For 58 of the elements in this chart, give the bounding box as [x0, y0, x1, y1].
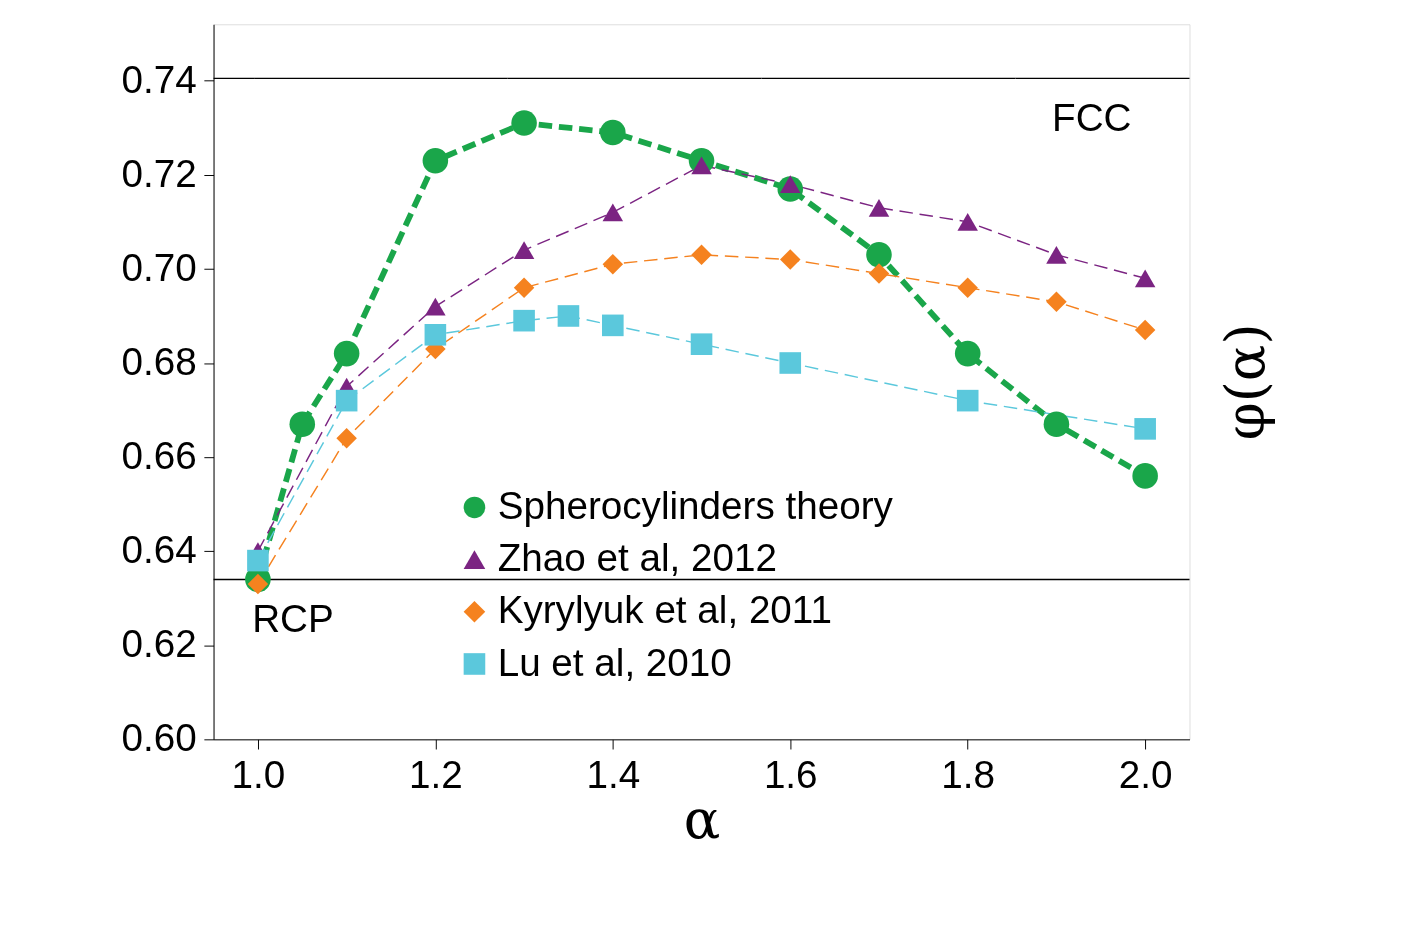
point: [513, 309, 535, 332]
point: [957, 213, 978, 231]
point: [868, 263, 890, 284]
legend-label: Kyrylyuk et al, 2011: [497, 588, 832, 632]
point: [422, 147, 449, 174]
point: [1134, 319, 1156, 341]
x-tick-label: 1.8: [941, 753, 996, 797]
point: [600, 119, 626, 146]
point: [602, 314, 624, 337]
point: [513, 277, 535, 298]
point: [513, 241, 535, 259]
y-tick-label: 0.68: [121, 340, 197, 384]
ref-line-label: RCP: [252, 596, 334, 640]
y-tick-label: 0.70: [121, 245, 197, 289]
point: [335, 389, 358, 412]
x-tick-label: 1.6: [763, 753, 818, 797]
point: [690, 333, 713, 355]
point: [336, 428, 357, 449]
point: [1132, 463, 1158, 489]
point: [1134, 418, 1156, 440]
y-tick-label: 0.62: [121, 622, 197, 666]
point: [780, 249, 801, 270]
point: [957, 277, 978, 298]
x-tick-label: 2.0: [1118, 753, 1173, 797]
y-tick-label: 0.74: [121, 57, 197, 101]
point: [779, 352, 802, 374]
y-tick-label: 0.60: [121, 716, 197, 760]
y-tick-label: 0.64: [121, 528, 197, 572]
point: [1043, 411, 1070, 437]
point: [1134, 269, 1156, 288]
x-tick-label: 1.4: [586, 753, 641, 797]
y-axis-title: φ(α): [1213, 323, 1277, 441]
point: [956, 389, 979, 412]
point: [424, 323, 447, 346]
point: [866, 242, 892, 268]
point: [247, 573, 269, 595]
point: [602, 253, 624, 275]
x-axis-title: α: [683, 788, 721, 852]
ref-line-label: FCC: [1052, 95, 1132, 139]
x-tick-label: 1.2: [408, 753, 463, 797]
point: [247, 549, 269, 572]
y-tick-label: 0.66: [121, 434, 197, 478]
x-tick-label: 1.0: [231, 753, 286, 797]
point: [868, 198, 890, 217]
point: [954, 340, 981, 367]
legend-label: Zhao et al, 2012: [497, 536, 777, 580]
point: [1046, 245, 1067, 264]
legend-label: Lu et al, 2010: [497, 640, 732, 684]
y-tick-label: 0.72: [121, 151, 197, 195]
point: [602, 203, 624, 222]
point: [1046, 291, 1067, 313]
point: [691, 244, 712, 266]
point: [333, 340, 360, 367]
point: [511, 110, 537, 136]
point: [557, 305, 580, 327]
point: [289, 411, 316, 437]
point: [425, 297, 446, 316]
legend-label: Spherocylinders theory: [497, 484, 894, 528]
